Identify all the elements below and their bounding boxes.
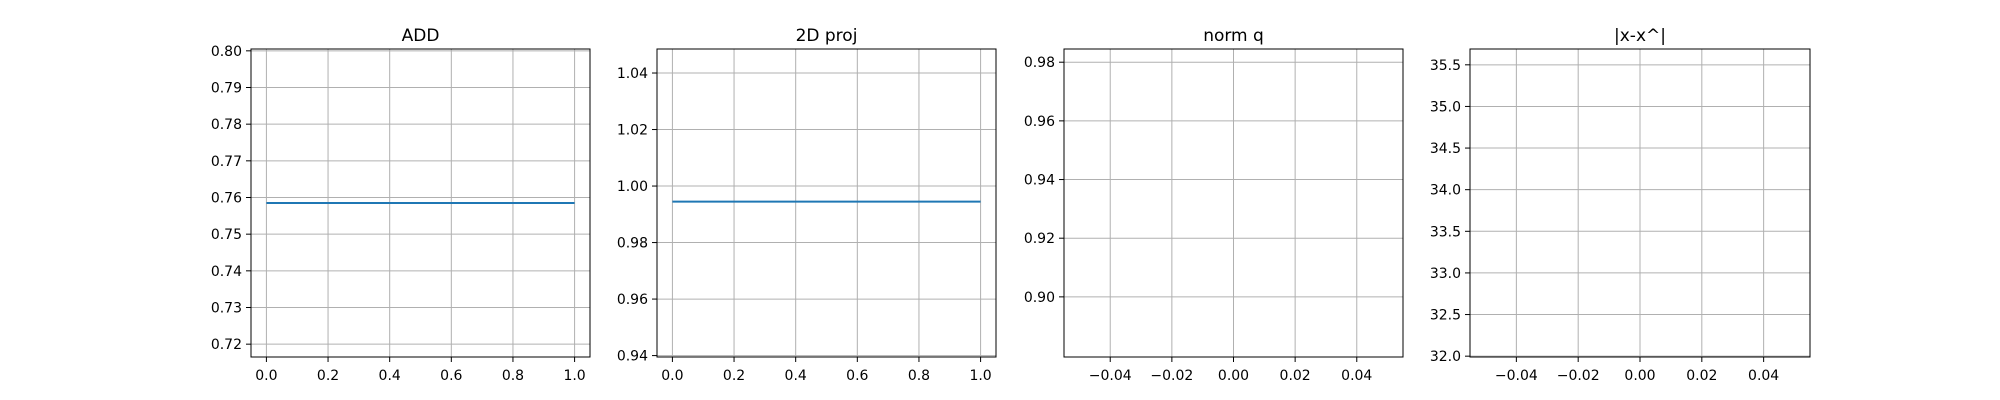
y-tick-label: 0.72 — [211, 337, 242, 353]
y-tick-label: 0.80 — [211, 44, 242, 60]
y-tick-label: 0.79 — [211, 81, 242, 97]
chart-title: |x-x^| — [1614, 26, 1666, 46]
axes-frame — [1063, 48, 1404, 358]
y-tick-label: 35.0 — [1430, 99, 1461, 115]
y-tick-label: 0.73 — [211, 301, 242, 317]
y-tick-label: 1.02 — [617, 123, 648, 139]
x-tick-label: 0.0 — [661, 368, 683, 384]
x-tick-label: −0.04 — [1089, 368, 1132, 384]
x-tick-label: −0.04 — [1495, 368, 1538, 384]
y-tick-label: 35.5 — [1430, 58, 1461, 74]
y-tick-label: 32.5 — [1430, 308, 1461, 324]
x-tick-label: 0.00 — [1624, 368, 1655, 384]
x-tick-label: −0.02 — [1557, 368, 1600, 384]
x-tick-label: 0.4 — [785, 368, 807, 384]
y-tick-label: 32.0 — [1430, 349, 1461, 365]
y-tick-label: 0.90 — [1024, 290, 1055, 306]
subplot-1: 0.0 0.2 0.4 0.6 0.8 1.0 0.72 0.73 0.74 0.75 0.76 0.… — [211, 26, 591, 384]
axes-frame — [1469, 48, 1811, 358]
subplot-4: −0.04 −0.02 0.00 0.02 0.04 32.0 32.5 33.0 33.5 34… — [1430, 26, 1811, 384]
y-tick-label: 0.76 — [211, 191, 242, 207]
x-tick-label: 0.02 — [1280, 368, 1311, 384]
y-tick-label: 1.04 — [617, 66, 648, 82]
x-tick-label: 0.6 — [846, 368, 868, 384]
x-tick-label: 0.00 — [1218, 368, 1249, 384]
y-tick-label: 0.94 — [617, 349, 648, 365]
x-tick-label: 0.8 — [908, 368, 930, 384]
y-tick-label: 0.92 — [1024, 231, 1055, 247]
x-tick-label: 0.02 — [1686, 368, 1717, 384]
x-tick-label: 0.04 — [1341, 368, 1372, 384]
x-tick-label: 0.0 — [255, 368, 277, 384]
axes-frame — [250, 48, 591, 358]
chart-title: ADD — [402, 26, 440, 46]
y-tick-label: 0.96 — [1024, 114, 1055, 130]
chart-title: norm q — [1203, 26, 1264, 46]
y-tick-label: 0.94 — [1024, 173, 1055, 189]
chart-title: 2D proj — [796, 26, 858, 46]
x-tick-label: 0.2 — [723, 368, 745, 384]
y-tick-label: 34.0 — [1430, 183, 1461, 199]
y-tick-label: 33.0 — [1430, 266, 1461, 282]
subplot-2: 0.0 0.2 0.4 0.6 0.8 1.0 0.94 0.96 0.98 1.00 1.02 1.… — [617, 26, 997, 384]
x-tick-label: 0.04 — [1748, 368, 1779, 384]
x-tick-label: −0.02 — [1150, 368, 1193, 384]
x-tick-label: 0.8 — [502, 368, 524, 384]
y-tick-label: 33.5 — [1430, 224, 1461, 240]
y-tick-label: 0.96 — [617, 292, 648, 308]
x-tick-label: 1.0 — [969, 368, 991, 384]
y-tick-label: 0.75 — [211, 227, 242, 243]
x-tick-label: 0.4 — [379, 368, 401, 384]
x-tick-label: 1.0 — [563, 368, 585, 384]
y-tick-label: 0.98 — [617, 236, 648, 252]
y-tick-label: 0.77 — [211, 154, 242, 170]
y-tick-label: 1.00 — [617, 179, 648, 195]
x-tick-label: 0.6 — [440, 368, 462, 384]
y-tick-label: 0.98 — [1024, 55, 1055, 71]
y-tick-label: 34.5 — [1430, 141, 1461, 157]
y-tick-label: 0.74 — [211, 264, 242, 280]
y-tick-label: 0.78 — [211, 117, 242, 133]
subplot-3: −0.04 −0.02 0.00 0.02 0.04 0.90 0.92 0.94 0.96 0.… — [1024, 26, 1404, 384]
x-tick-label: 0.2 — [317, 368, 339, 384]
axes-frame — [656, 48, 997, 358]
